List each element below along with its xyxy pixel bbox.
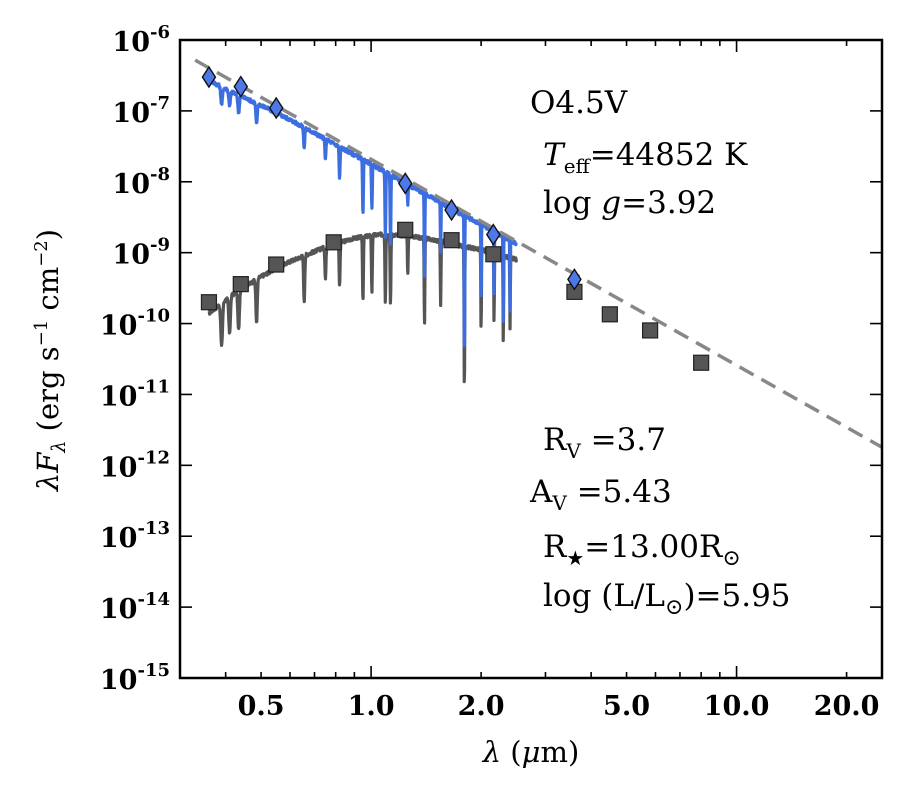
plot-frame [178, 38, 884, 680]
dereddened-photometry-point [201, 65, 217, 89]
x-tick-label: 5.0 [603, 691, 650, 722]
observed-photometry-point [232, 276, 249, 293]
observed-photometry-point [325, 234, 342, 251]
y-tick-label: 10-9 [112, 235, 170, 271]
observed-photometry-point [397, 221, 414, 238]
y-tick-label: 10-6 [112, 22, 170, 58]
y-tick-label: 10-12 [100, 447, 170, 483]
x-tick-label: 10.0 [704, 691, 770, 722]
observed-photometry-point [601, 306, 618, 323]
y-tick-label: 10-14 [100, 589, 170, 625]
teff-label: Teff=44852 K [543, 137, 748, 178]
observed-photometry-point [693, 354, 710, 371]
observed-photometry-point [485, 246, 502, 263]
y-tick-label: 10-15 [100, 660, 170, 696]
x-tick-label: 0.5 [238, 691, 285, 722]
dereddened-photometry-point [268, 96, 284, 120]
logg-label: log g=3.92 [543, 185, 716, 221]
x-axis-title: λ (μm) [482, 735, 580, 769]
dereddened-photometry-point [567, 268, 582, 291]
points-layer [200, 65, 710, 371]
rv-label: RV =3.7 [543, 422, 666, 463]
y-axis-title: λFλ (erg s−1 cm−2) [31, 229, 70, 492]
y-tick-label: 10-7 [112, 93, 170, 129]
x-tick-label: 20.0 [814, 691, 880, 722]
dereddened-photometry-point [485, 223, 501, 246]
av-label: AV =5.43 [529, 474, 672, 515]
observed-photometry-point [268, 256, 285, 273]
spectral-type-label: O4.5V [530, 85, 628, 121]
y-tick-label: 10-8 [112, 164, 170, 200]
x-tick-label: 1.0 [348, 691, 395, 722]
plot-content [194, 58, 882, 449]
dereddened-spectrum-line [207, 77, 518, 348]
fit-layer [194, 58, 882, 449]
ticks-layer [179, 39, 882, 679]
observed-photometry-point [200, 294, 218, 311]
luminosity-label: log (L/L⊙)=5.95 [543, 578, 791, 620]
dereddened-photometry-point [233, 75, 249, 98]
stellar-parameters: O4.5V Teff=44852 K log g=3.92 RV =3.7 AV… [529, 85, 791, 620]
observed-photometry-point [443, 232, 460, 249]
blackbody-fit-line [194, 58, 882, 449]
spectra-layer [207, 77, 519, 384]
rstar-label: R★=13.00R⊙ [543, 529, 741, 571]
ticklabels-layer: 0.5 1.0 2.0 5.0 10.0 20.0 10-6 10-7 10-8 10-9 10-1… [100, 22, 880, 722]
dereddened-photometry-point [444, 198, 459, 222]
y-tick-label: 10-10 [100, 306, 170, 342]
dereddened-photometry-point [397, 172, 413, 195]
y-tick-label: 10-13 [100, 518, 170, 554]
x-tick-label: 2.0 [458, 691, 505, 722]
y-tick-label: 10-11 [100, 376, 170, 412]
observed-photometry-point [642, 322, 659, 339]
